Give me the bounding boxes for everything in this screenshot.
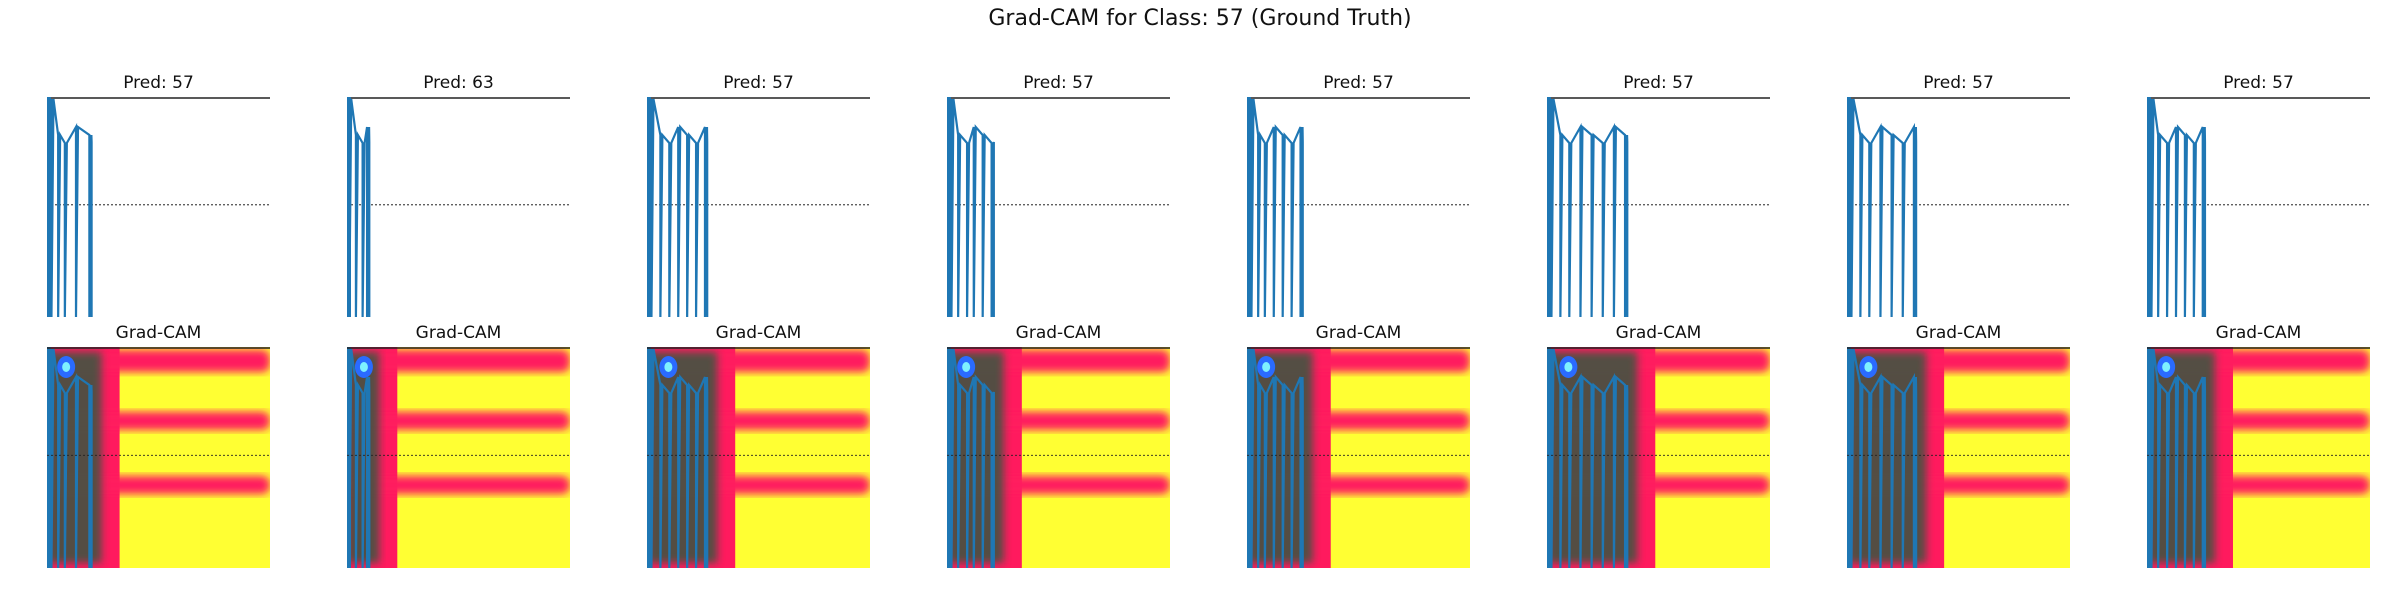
panel-title: Grad-CAM [1016,323,1102,343]
panel-title: Grad-CAM [1316,323,1402,343]
panel-title: Pred: 57 [1623,73,1694,93]
panel-title: Grad-CAM [416,323,502,343]
signal-band [1847,97,1851,317]
heatmap-panel: Grad-CAM [647,323,870,568]
signal-line [349,99,369,317]
panel-title: Grad-CAM [1916,323,2002,343]
signal-line [51,99,91,317]
heat-focus [47,352,102,563]
heat-peak-core [1262,362,1270,372]
heat-signal-band [347,347,351,568]
signal-panel: Pred: 57 [2147,73,2370,317]
panel-title: Pred: 57 [1923,73,1994,93]
signal-panel: Pred: 63 [347,73,570,317]
signal-band [1547,97,1551,317]
heat-signal-band [647,347,651,568]
heat-signal-band [1247,347,1251,568]
heatmap-panel: Grad-CAM [47,323,270,568]
heat-peak-core [1564,362,1572,372]
signal-line [1251,99,1302,317]
heat-signal-band [47,347,51,568]
heat-stripe [347,476,570,494]
signal-band [47,97,51,317]
panel-title: Pred: 63 [423,73,494,93]
heat-stripe [347,350,570,372]
signal-panel: Pred: 57 [1847,73,2070,317]
signal-band [647,97,651,317]
signal-band [947,97,951,317]
heat-signal-band [1847,347,1851,568]
panel-title: Grad-CAM [716,323,802,343]
heat-signal-band [947,347,951,568]
heatmap-panel: Grad-CAM [1247,323,1470,568]
heat-peak-core [62,362,70,372]
signal-panel: Pred: 57 [1247,73,1470,317]
signal-panel: Pred: 57 [647,73,870,317]
heatmap-panel: Grad-CAM [1847,323,2070,568]
heat-peak-core [2162,362,2170,372]
heatmap-panel: Grad-CAM [347,323,570,568]
heatmap-panel: Grad-CAM [1547,323,1770,568]
signal-panel: Pred: 57 [1547,73,1770,317]
panel-title: Pred: 57 [723,73,794,93]
panel-title: Grad-CAM [116,323,202,343]
signal-band [2147,97,2151,317]
signal-line [651,99,707,317]
panel-title: Pred: 57 [123,73,194,93]
signal-line [1551,99,1627,317]
panel-title: Pred: 57 [1323,73,1394,93]
panel-title: Grad-CAM [2216,323,2302,343]
signal-line [2151,99,2205,317]
heat-signal-band [2147,347,2151,568]
heat-peak-core [962,362,970,372]
heat-stripe [347,412,570,430]
signal-line [951,99,993,317]
signal-panel: Pred: 57 [947,73,1170,317]
panel-title: Grad-CAM [1616,323,1702,343]
signal-band [1247,97,1251,317]
heat-peak-core [1864,362,1872,372]
panel-title: Pred: 57 [2223,73,2294,93]
heat-signal-band [1547,347,1551,568]
heat-peak-core [664,362,672,372]
heatmap-panel: Grad-CAM [947,323,1170,568]
signal-band [347,97,351,317]
heatmap-panel: Grad-CAM [2147,323,2370,568]
signal-line [1851,99,1916,317]
panel-title: Pred: 57 [1023,73,1094,93]
heat-peak-core [360,362,368,372]
signal-panel: Pred: 57 [47,73,270,317]
